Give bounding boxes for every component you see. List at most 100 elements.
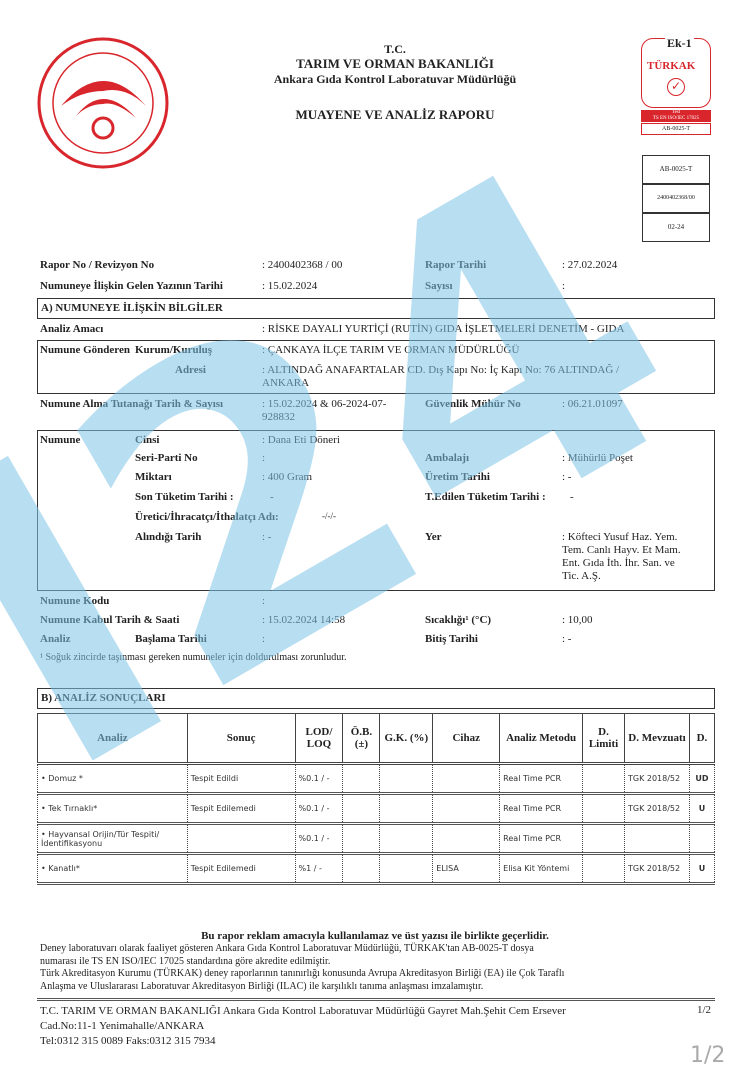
cinsi-label: Cinsi bbox=[135, 434, 160, 446]
kodu-label: Numune Kodu bbox=[40, 595, 110, 607]
footer-divider bbox=[37, 998, 715, 1001]
col-lod: LOD/ LOQ bbox=[294, 713, 344, 765]
kurum-label: Kurum/Kuruluş bbox=[135, 344, 213, 356]
badge-code: AB-0025-T bbox=[641, 123, 711, 135]
alindigi: : - bbox=[262, 531, 272, 543]
uretim: : - bbox=[562, 471, 572, 483]
footer-address: T.C. TARIM VE ORMAN BAKANLIĞI Ankara Gıd… bbox=[40, 1004, 566, 1049]
phone-fax: Tel:0312 315 0089 Faks:0312 315 7934 bbox=[40, 1035, 216, 1047]
check-icon: ✓ bbox=[667, 78, 685, 96]
header-ministry: TARIM VE ORMAN BAKANLIĞI bbox=[296, 56, 494, 71]
badge-standard: TS EN ISO/IEC 17025 bbox=[652, 116, 700, 121]
table-cell: %1 / - bbox=[294, 853, 344, 885]
ambalaj: : Mühürlü Poşet bbox=[562, 452, 633, 464]
table-cell: ELISA bbox=[432, 853, 501, 885]
amac-label: Analiz Amacı bbox=[40, 323, 104, 335]
table-row: • Hayvansal Orijin/Tür Tespiti/İdentifik… bbox=[37, 823, 716, 855]
uretici-label: Üretici/İhracatçı/İthalatçı Adı: bbox=[135, 511, 279, 523]
tutanak-line1: : 15.02.2024 & 06-2024-07- bbox=[262, 398, 387, 410]
col-sonuc: Sonuç bbox=[186, 713, 296, 765]
table-cell: Real Time PCR bbox=[499, 763, 584, 795]
muhur: : 06.21.01097 bbox=[562, 398, 623, 410]
address-line: T.C. TARIM VE ORMAN BAKANLIĞI Ankara Gıd… bbox=[40, 1005, 566, 1017]
rapor-tarihi-label: Rapor Tarihi bbox=[425, 259, 487, 271]
table-cell: TGK 2018/52 bbox=[624, 763, 690, 795]
rapor-no: : 2400402368 / 00 bbox=[262, 259, 343, 271]
header-line1: T.C. bbox=[384, 42, 406, 56]
footer-paragraph: Deney laboratuvarı olarak faaliyet göste… bbox=[40, 943, 564, 993]
badge-box-1: AB-0025-T bbox=[642, 155, 710, 184]
table-cell: U bbox=[688, 853, 716, 885]
seri-label: Seri-Parti No bbox=[135, 452, 198, 464]
kabul-label: Numune Kabul Tarih & Saati bbox=[40, 614, 180, 626]
adres-line2: ANKARA bbox=[262, 377, 310, 389]
seri: : bbox=[262, 452, 266, 464]
bitis-label: Bitiş Tarihi bbox=[425, 633, 478, 645]
table-cell: %0.1 / - bbox=[294, 763, 344, 795]
table-cell: TGK 2018/52 bbox=[624, 853, 690, 885]
col-limit: D. Limiti bbox=[582, 713, 625, 765]
table-cell bbox=[624, 823, 690, 855]
kurum: : ÇANKAYA İLÇE TARIM VE ORMAN MÜDÜRLÜĞÜ bbox=[262, 344, 520, 356]
table-cell: • Domuz * bbox=[37, 763, 188, 795]
cinsi: : Dana Eti Döneri bbox=[262, 434, 340, 446]
address-line: Cad.No:11-1 Yenimahalle/ANKARA bbox=[40, 1020, 205, 1032]
yer-line: Tem. Canlı Hayv. Et Mam. bbox=[562, 544, 681, 556]
turkak-logo-text: TÜRKAK bbox=[647, 60, 696, 72]
sayisi: : bbox=[562, 280, 566, 292]
section-b-box bbox=[37, 688, 715, 709]
uretici: -/-/- bbox=[322, 511, 336, 521]
badge-box-3: 02-24 bbox=[642, 213, 710, 242]
footer-text: numarası ile TS EN ISO/IEC 17025 standar… bbox=[40, 955, 331, 967]
badge-box-2: 2400402368/00 bbox=[642, 184, 710, 213]
table-cell: TGK 2018/52 bbox=[624, 793, 690, 825]
table-cell bbox=[342, 823, 381, 855]
col-d: D. bbox=[688, 713, 716, 765]
tedilen-label: T.Edilen Tüketim Tarihi : bbox=[425, 491, 546, 503]
col-gk: G.K. (%) bbox=[379, 713, 434, 765]
table-cell: U bbox=[688, 793, 716, 825]
table-cell: • Kanatlı* bbox=[37, 853, 188, 885]
gonderen-box bbox=[37, 340, 715, 394]
amac: : RİSKE DAYALI YURTİÇİ (RUTİN) GIDA İŞLE… bbox=[262, 323, 625, 335]
badge-test: Test bbox=[671, 110, 681, 115]
page-indicator: 1/2 bbox=[690, 1043, 726, 1068]
table-cell bbox=[186, 823, 296, 855]
table-cell bbox=[379, 853, 434, 885]
col-metod: Analiz Metodu bbox=[499, 713, 584, 765]
footer-text: Anlaşma ve Uluslararası Laboratuvar Akre… bbox=[40, 980, 484, 992]
table-cell bbox=[342, 793, 381, 825]
section-a-title: A) NUMUNEYE İLİŞKİN BİLGİLER bbox=[41, 302, 223, 314]
table-cell: Elisa Kit Yöntemi bbox=[499, 853, 584, 885]
footnote: ¹ Soğuk zincirde taşınması gereken numun… bbox=[40, 652, 347, 663]
table-cell bbox=[432, 793, 501, 825]
ambalaj-label: Ambalajı bbox=[425, 452, 469, 464]
col-ob: Ö.B. (±) bbox=[342, 713, 381, 765]
table-cell bbox=[688, 823, 716, 855]
footer-text: Türk Akreditasyon Kurumu (TÜRKAK) deney … bbox=[40, 968, 565, 979]
kodu: : bbox=[262, 595, 266, 607]
muhur-label: Güvenlik Mühür No bbox=[425, 398, 521, 410]
table-cell: %0.1 / - bbox=[294, 793, 344, 825]
gonderen-label: Numune Gönderen bbox=[40, 344, 130, 356]
uretim-label: Üretim Tarihi bbox=[425, 471, 490, 483]
rapor-no-label: Rapor No / Revizyon No bbox=[40, 259, 155, 271]
yazi-tarihi: : 15.02.2024 bbox=[262, 280, 318, 292]
table-cell bbox=[432, 763, 501, 795]
footer-notice: Bu rapor reklam amacıyla kullanılamaz ve… bbox=[201, 930, 549, 942]
table-cell: Tespit Edilemedi bbox=[186, 853, 296, 885]
yer: : Köfteci Yusuf Haz. Yem. Tem. Canlı Hay… bbox=[562, 531, 681, 583]
col-mevzuat: D. Mevzuatı bbox=[624, 713, 690, 765]
rapor-tarihi: : 27.02.2024 bbox=[562, 259, 618, 271]
table-cell bbox=[582, 853, 625, 885]
table-cell bbox=[582, 793, 625, 825]
table-row: • Kanatlı* Tespit Edilemedi %1 / - ELISA Eli… bbox=[37, 853, 716, 885]
turkak-badge: Ek-1 TÜRKAK ✓ Test TS EN ISO/IEC 17025 AB… bbox=[641, 36, 711, 148]
yer-line: : Köfteci Yusuf Haz. Yem. bbox=[562, 531, 678, 543]
numune-box bbox=[37, 430, 715, 591]
alindigi-label: Alındığı Tarih bbox=[135, 531, 202, 543]
table-row: • Tek Tırnaklı* Tespit Edilemedi %0.1 / - R… bbox=[37, 793, 716, 825]
table-cell: %0.1 / - bbox=[294, 823, 344, 855]
skt: - bbox=[270, 491, 274, 503]
skt-label: Son Tüketim Tarihi : bbox=[135, 491, 234, 503]
